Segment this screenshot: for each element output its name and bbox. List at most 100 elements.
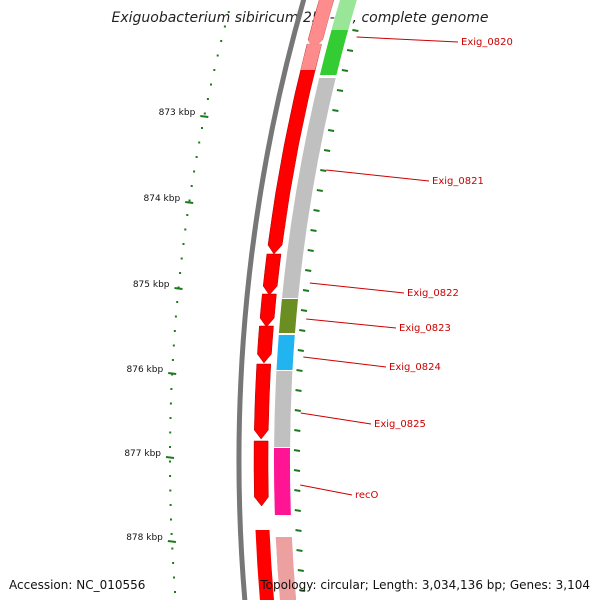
slot-tick bbox=[296, 369, 303, 372]
ruler-dot bbox=[170, 518, 172, 521]
ruler-dot bbox=[213, 69, 216, 71]
ruler-dot bbox=[190, 185, 193, 187]
gene-arrow bbox=[254, 363, 272, 440]
label-leader bbox=[309, 282, 405, 294]
ruler-dot bbox=[201, 127, 203, 129]
ruler-dot bbox=[169, 460, 171, 463]
ruler-dot bbox=[174, 591, 176, 593]
label-leader bbox=[300, 412, 372, 425]
ruler-dot bbox=[176, 301, 179, 303]
slot-tick bbox=[346, 49, 354, 52]
cog-feature bbox=[278, 299, 298, 333]
ruler-dot bbox=[203, 112, 206, 115]
ruler-dot bbox=[169, 431, 172, 434]
slot-tick bbox=[341, 69, 349, 72]
slot-tick bbox=[305, 269, 312, 272]
cog-slot-ticks bbox=[293, 29, 359, 592]
ruler-dot bbox=[227, 11, 230, 13]
gene-label: Exig_0822 bbox=[407, 288, 459, 299]
slot-tick bbox=[310, 229, 317, 232]
gene-track bbox=[253, 0, 335, 600]
cog-track bbox=[273, 0, 357, 600]
ruler-dot bbox=[169, 475, 172, 477]
ruler-dot bbox=[173, 576, 175, 579]
ruler-tick bbox=[167, 540, 177, 543]
gene-arrow bbox=[257, 325, 274, 364]
slot-tick bbox=[316, 189, 323, 192]
ruler-dot bbox=[186, 214, 189, 216]
gene-label: Exig_0820 bbox=[461, 37, 513, 48]
gene-label: Exig_0823 bbox=[399, 323, 451, 334]
slot-tick bbox=[320, 169, 327, 172]
ruler-dot bbox=[210, 83, 212, 86]
gene-labels: Exig_0820 Exig_0821 Exig_0822 Exig_0823 Exig… bbox=[300, 36, 513, 501]
ruler-dot bbox=[172, 562, 175, 564]
gene-label: Exig_0824 bbox=[389, 362, 441, 373]
ruler-dot bbox=[172, 344, 175, 347]
slot-tick bbox=[295, 389, 302, 392]
ruler-dot bbox=[177, 286, 180, 289]
gene-highlight bbox=[300, 0, 334, 70]
ruler-dot bbox=[171, 547, 174, 550]
slot-tick bbox=[294, 489, 301, 492]
ruler-tick bbox=[165, 456, 175, 459]
ruler-dot bbox=[195, 156, 198, 158]
slot-tick bbox=[299, 589, 306, 592]
ruler-dot bbox=[169, 402, 172, 405]
label-leader bbox=[306, 318, 397, 329]
ruler-dot bbox=[223, 25, 226, 28]
slot-tick bbox=[297, 569, 304, 572]
label-leader bbox=[300, 484, 353, 496]
ruler-dot bbox=[179, 272, 182, 274]
slot-tick bbox=[294, 509, 301, 512]
ruler-dot bbox=[180, 257, 183, 260]
slot-tick bbox=[293, 449, 301, 452]
slot-tick bbox=[293, 469, 301, 472]
ruler-tick bbox=[174, 287, 183, 290]
gene-label: Exig_0825 bbox=[374, 419, 426, 430]
ruler-label: 878 kbp bbox=[126, 533, 163, 543]
ruler-dot bbox=[173, 330, 176, 332]
genome-backbone bbox=[236, 0, 307, 600]
gene-arrow bbox=[259, 293, 277, 328]
cog-feature-faded bbox=[275, 537, 297, 600]
gene-label: recO bbox=[355, 490, 379, 501]
ruler-dot bbox=[170, 533, 173, 535]
position-ruler: 873 kbp 874 kbp 875 kbp 876 kbp 877 kbp 878 k… bbox=[124, 108, 209, 543]
cog-feature bbox=[276, 335, 295, 370]
slot-tick bbox=[297, 349, 304, 352]
ruler-dot bbox=[170, 388, 173, 390]
slot-tick bbox=[327, 129, 335, 132]
ruler-dot bbox=[188, 199, 191, 202]
slot-tick bbox=[294, 429, 301, 432]
slot-tick bbox=[336, 89, 344, 92]
gene-label: Exig_0821 bbox=[432, 176, 484, 187]
slot-tick bbox=[307, 249, 314, 252]
gene-arrow-partial bbox=[255, 530, 275, 600]
slot-tick bbox=[332, 109, 339, 112]
cog-feature bbox=[274, 371, 293, 447]
cog-feature bbox=[273, 448, 291, 515]
ruler-dot bbox=[220, 40, 223, 42]
slot-tick bbox=[352, 29, 359, 32]
topology-text: Topology: circular; Length: 3,034,136 bp… bbox=[260, 578, 590, 592]
ruler-dot bbox=[169, 417, 172, 419]
ruler-label: 876 kbp bbox=[127, 365, 164, 375]
gene-arrow bbox=[253, 440, 269, 507]
slot-tick bbox=[300, 309, 308, 312]
slot-tick bbox=[296, 549, 303, 552]
gene-arrow bbox=[262, 253, 282, 296]
gene-arrow bbox=[267, 43, 322, 255]
slot-tick bbox=[295, 529, 302, 532]
ruler-tick bbox=[200, 115, 209, 118]
slot-tick bbox=[323, 149, 331, 152]
label-leader bbox=[303, 356, 387, 368]
cog-feature bbox=[282, 78, 336, 298]
slot-tick bbox=[313, 209, 320, 212]
ruler-dot bbox=[182, 243, 185, 245]
accession-text: Accession: NC_010556 bbox=[9, 578, 146, 592]
label-leader bbox=[356, 36, 459, 43]
ruler-dot bbox=[174, 315, 177, 318]
ruler-label: 874 kbp bbox=[144, 194, 181, 204]
